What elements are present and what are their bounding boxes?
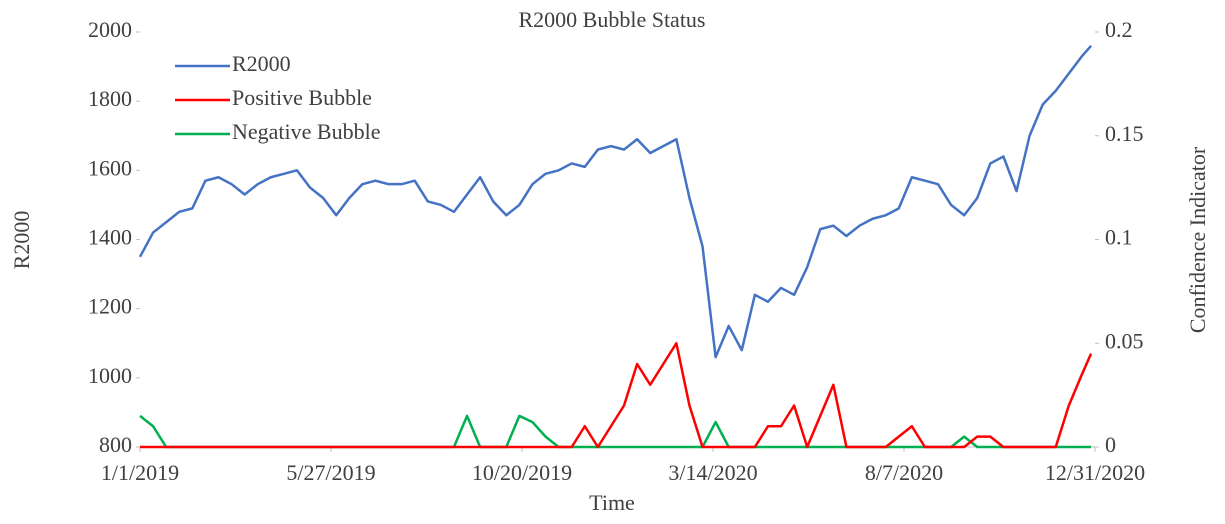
x-tick-label: 8/7/2020 — [865, 460, 943, 485]
x-tick-label: 5/27/2019 — [286, 460, 375, 485]
y-tick-label: 1400 — [88, 225, 132, 250]
y2-axis-label: Confidence Indicator — [1185, 146, 1210, 333]
y-tick-label: 1600 — [88, 155, 132, 180]
y-axis-label: R2000 — [9, 211, 34, 270]
y2-tick-label: 0.15 — [1105, 121, 1144, 146]
y2-tick-label: 0.2 — [1105, 17, 1133, 42]
y-tick-label: 1200 — [88, 294, 132, 319]
legend-label: Positive Bubble — [232, 85, 372, 110]
y2-tick-label: 0 — [1105, 432, 1116, 457]
legend-label: Negative Bubble — [232, 119, 380, 144]
x-tick-label: 1/1/2019 — [101, 460, 179, 485]
legend-label: R2000 — [232, 51, 291, 76]
y-tick-label: 1000 — [88, 363, 132, 388]
x-tick-label: 3/14/2020 — [668, 460, 757, 485]
y-tick-label: 1800 — [88, 86, 132, 111]
x-tick-label: 10/20/2019 — [472, 460, 572, 485]
y2-tick-label: 0.1 — [1105, 225, 1133, 250]
series-line — [140, 342, 1093, 449]
y2-tick-label: 0.05 — [1105, 328, 1144, 353]
x-tick-label: 12/31/2020 — [1045, 460, 1145, 485]
y-tick-label: 2000 — [88, 17, 132, 42]
x-axis-label: Time — [589, 490, 635, 515]
chart-title: R2000 Bubble Status — [518, 7, 705, 32]
y-tick-label: 800 — [99, 432, 132, 457]
series-line — [138, 45, 1093, 359]
